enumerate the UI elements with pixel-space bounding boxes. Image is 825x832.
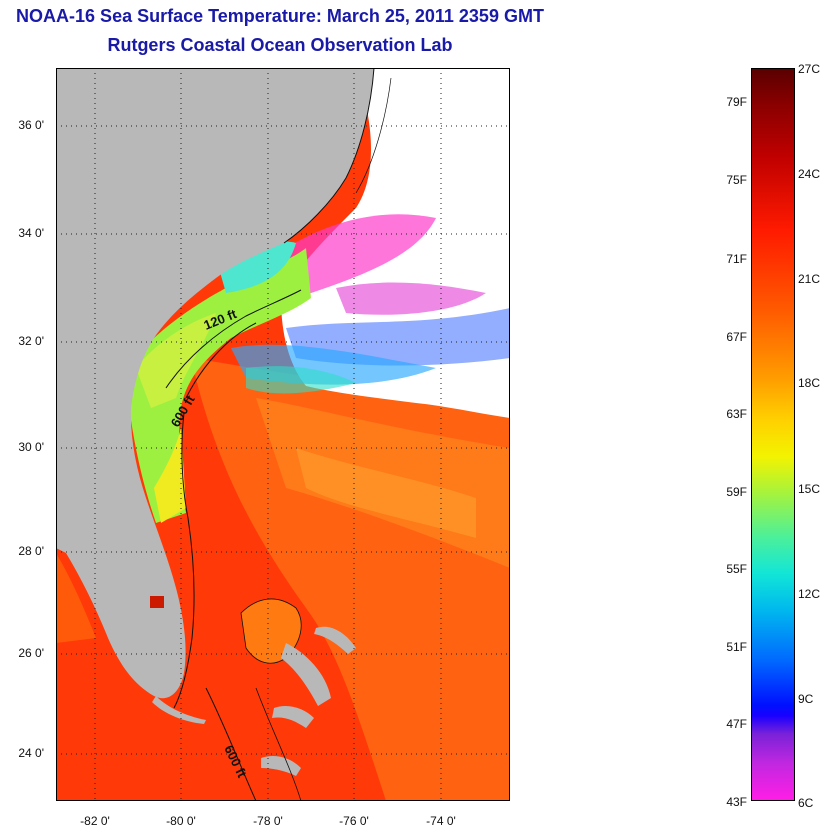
- lon-label: -82 0': [80, 814, 110, 828]
- lon-label: -80 0': [166, 814, 196, 828]
- lat-label: 32 0': [18, 334, 44, 348]
- lon-label: -78 0': [253, 814, 283, 828]
- lon-label: -76 0': [339, 814, 369, 828]
- colorbar-label-f: 59F: [726, 485, 747, 499]
- lat-label: 36 0': [18, 118, 44, 132]
- colorbar-label-c: 27C: [798, 62, 821, 76]
- lat-label: 26 0': [18, 646, 44, 660]
- lat-label: 30 0': [18, 440, 44, 454]
- colorbar-label-c: 6C: [798, 796, 814, 810]
- contour-120ft: [165, 289, 302, 389]
- colorbar-label-c: 15C: [798, 482, 821, 496]
- colorbar-label-f: 67F: [726, 330, 747, 344]
- sst-map: 120 ft 600 ft 600 ft: [56, 68, 510, 801]
- lat-label: 24 0': [18, 746, 44, 760]
- page-title: NOAA-16 Sea Surface Temperature: March 2…: [16, 6, 544, 26]
- colorbar-label-f: 71F: [726, 252, 747, 266]
- page-subtitle: Rutgers Coastal Ocean Observation Lab: [107, 35, 453, 55]
- colorbar-label-c: 18C: [798, 376, 821, 390]
- colorbar-label-f: 51F: [726, 640, 747, 654]
- lon-label: -74 0': [426, 814, 456, 828]
- contour-600ft: [173, 322, 257, 709]
- colorbar-label-f: 75F: [726, 173, 747, 187]
- colorbar-label-f: 47F: [726, 717, 747, 731]
- colorbar-label-c: 12C: [798, 587, 821, 601]
- colorbar-label-f: 79F: [726, 95, 747, 109]
- colorbar-label-c: 9C: [798, 692, 814, 706]
- lat-label: 28 0': [18, 544, 44, 558]
- colorbar-label-f: 43F: [726, 795, 747, 809]
- colorbar-label-c: 21C: [798, 272, 821, 286]
- colorbar-label-f: 63F: [726, 407, 747, 421]
- colorbar-label-f: 55F: [726, 562, 747, 576]
- map-border: [56, 68, 510, 801]
- temperature-colorbar: [751, 68, 795, 801]
- colorbar-label-c: 24C: [798, 167, 821, 181]
- graticule: [56, 68, 510, 801]
- lat-label: 34 0': [18, 226, 44, 240]
- land-mainland: [56, 68, 374, 699]
